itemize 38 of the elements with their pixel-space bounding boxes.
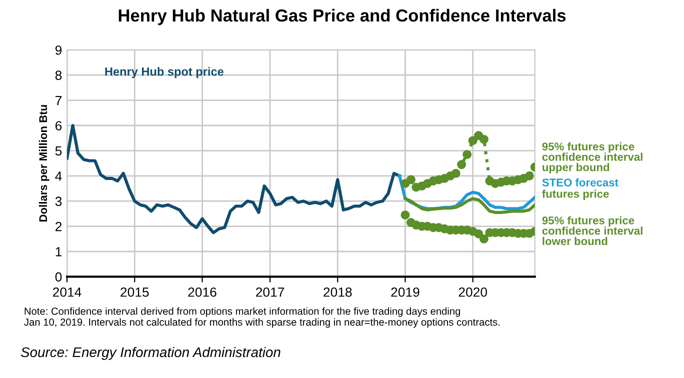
point — [474, 229, 484, 238]
line-series — [404, 197, 535, 214]
series-label: futures price — [542, 190, 609, 200]
y-tick-label: 9 — [55, 45, 62, 55]
point — [400, 210, 410, 220]
y-tick-label: 5 — [55, 146, 62, 156]
chart-title: Henry Hub Natural Gas Price and Confidence Intervals — [118, 8, 566, 26]
text: Henry Hub spot price — [105, 67, 224, 78]
x-tick-label: 2015 — [120, 287, 149, 297]
x-tick-label: 2019 — [391, 287, 420, 297]
x-tick-label: 2018 — [324, 287, 352, 297]
y-tick-label: 2 — [55, 222, 62, 232]
y-tick-label: 0 — [55, 272, 62, 282]
line-series — [67, 124, 402, 234]
y-axis-title: Dollars per Million Btu — [38, 105, 50, 222]
point — [524, 171, 534, 180]
y-tick-label: 6 — [56, 121, 62, 130]
point — [468, 136, 478, 146]
point — [457, 160, 466, 170]
y-tick-label: 8 — [55, 70, 62, 80]
y-tick-label: 3 — [55, 196, 62, 206]
point — [462, 150, 472, 159]
y-tick-label: 7 — [56, 96, 62, 106]
source-note: Source: Energy Information Administration — [20, 346, 280, 360]
y-tick-label: 4 — [55, 172, 62, 181]
x-tick-label: 2014 — [53, 287, 82, 297]
series-label: 95% futures price confidence interval upper bound — [542, 142, 642, 174]
point — [479, 234, 488, 244]
point — [451, 168, 460, 178]
point — [406, 175, 416, 184]
text: Note: Confidence interval derived from options market information for the five trading days ending Jan 10, 2019. Intervals not calculated for months with sparse trading in near=the-money options contracts. — [24, 307, 500, 328]
x-tick-label: 2016 — [188, 287, 216, 297]
x-tick-label: 2020 — [458, 287, 487, 297]
x-tick-label: 2017 — [256, 287, 284, 297]
y-tick-label: 1 — [56, 247, 62, 256]
series-label: 95% futures price confidence interval lower bound — [542, 216, 642, 246]
series-label: STEO forecast — [542, 178, 618, 186]
point — [479, 134, 488, 144]
